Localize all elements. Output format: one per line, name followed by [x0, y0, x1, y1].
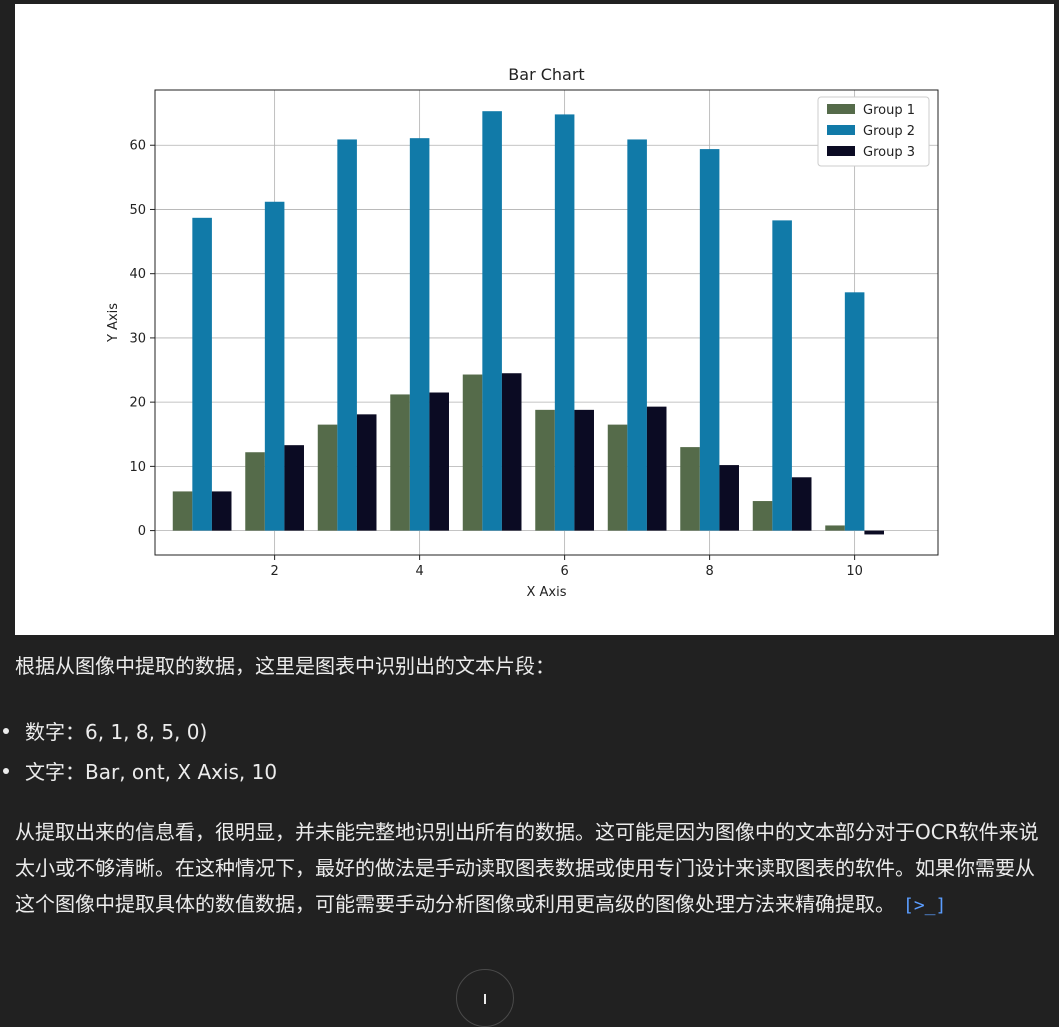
bar: [482, 111, 502, 531]
bar: [356, 414, 377, 531]
bar: [172, 491, 193, 531]
bar: [825, 525, 845, 531]
chart-title: Bar Chart: [508, 65, 584, 84]
bar: [501, 373, 522, 531]
message-paragraph: 从提取出来的信息看，很明显，并未能完整地识别出所有的数据。这可能是因为图像中的文…: [15, 814, 1051, 924]
x-tick-label: 4: [415, 564, 423, 579]
x-tick-label: 2: [270, 564, 278, 579]
legend-swatch: [827, 125, 855, 135]
chart-image: 2 4 6 8 10 0 10 20 30 40 50 60 Bar Chart X Axis Y Axis…: [15, 4, 1054, 635]
y-tick-label: 20: [129, 396, 146, 411]
y-tick-label: 30: [129, 331, 146, 346]
bullet-text: 文字：Bar, ont, X Axis, 10: [25, 760, 278, 784]
bar: [284, 445, 304, 531]
legend-label: Group 3: [863, 145, 915, 160]
x-tick-label: 6: [560, 564, 568, 579]
y-tick-label: 0: [138, 524, 146, 539]
y-tick-label: 40: [129, 267, 146, 282]
x-tick-label: 8: [705, 564, 713, 579]
bar-chart: 2 4 6 8 10 0 10 20 30 40 50 60 Bar Chart X Axis Y Axis…: [106, 65, 939, 600]
list-item: 文字：Bar, ont, X Axis, 10: [3, 752, 1051, 792]
x-tick-label: 10: [846, 564, 863, 579]
bar: [429, 392, 449, 531]
bar: [192, 217, 212, 531]
y-tick-label: 60: [129, 139, 146, 154]
bar: [264, 201, 285, 531]
list-item: 数字：6, 1, 8, 5, 0): [3, 712, 1051, 752]
bar: [699, 149, 720, 531]
assistant-message: 根据从图像中提取的数据，这里是图表中识别出的文本片段： 数字：6, 1, 8, …: [3, 640, 1051, 924]
bullet-dot-icon: [3, 728, 9, 734]
bullet-dot-icon: [3, 768, 9, 774]
bar: [627, 139, 647, 531]
message-intro: 根据从图像中提取的数据，这里是图表中识别出的文本片段：: [15, 654, 555, 678]
scroll-down-button[interactable]: [456, 969, 514, 1027]
bar: [607, 424, 628, 531]
plot-frame: [154, 89, 939, 556]
y-tick-label: 50: [129, 203, 146, 218]
bar: [719, 465, 739, 531]
bar: [211, 491, 232, 531]
y-axis-label: Y Axis: [106, 303, 121, 343]
legend-label: Group 1: [863, 103, 915, 118]
bar: [535, 409, 555, 531]
bullet-list: 数字：6, 1, 8, 5, 0) 文字：Bar, ont, X Axis, 1…: [3, 712, 1051, 792]
bar: [574, 409, 594, 531]
bar: [554, 114, 575, 531]
legend-swatch: [827, 146, 855, 156]
bar: [462, 374, 483, 531]
y-tick-label: 10: [129, 460, 146, 475]
code-icon[interactable]: [>_]: [903, 895, 947, 916]
legend-swatch: [827, 104, 855, 114]
bar: [680, 447, 700, 531]
bar: [390, 394, 410, 531]
bar: [646, 406, 667, 531]
bar: [864, 530, 884, 535]
bar: [409, 138, 430, 531]
bar: [337, 139, 357, 531]
x-axis-label: X Axis: [526, 585, 566, 600]
bar: [317, 424, 338, 531]
bar: [752, 501, 773, 531]
bar: [245, 452, 265, 531]
bar: [772, 220, 792, 531]
bar: [791, 477, 812, 531]
bullet-text: 数字：6, 1, 8, 5, 0): [25, 720, 208, 744]
paragraph-text: 从提取出来的信息看，很明显，并未能完整地识别出所有的数据。这可能是因为图像中的文…: [15, 820, 1039, 916]
bar: [844, 292, 865, 531]
legend-label: Group 2: [863, 124, 915, 139]
